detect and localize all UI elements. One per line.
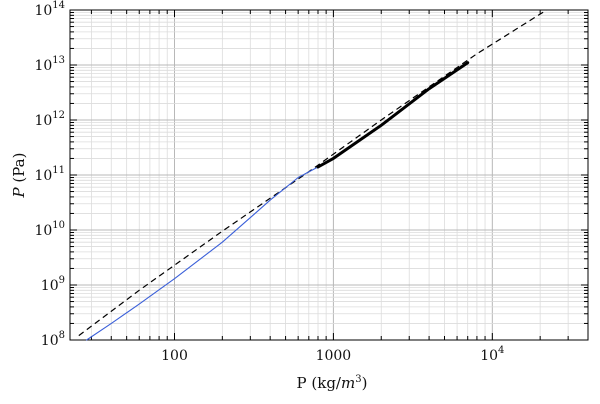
y-tick-label: 109 — [41, 275, 65, 294]
y-tick-label: 1013 — [34, 55, 65, 74]
series-dashed-line — [78, 9, 548, 337]
y-tick-labels: 108 109 1010 1011 1012 1013 1014 — [34, 0, 65, 349]
y-tick-label: 1012 — [34, 110, 65, 129]
x-tick-label: 1000 — [316, 348, 352, 364]
grid — [70, 9, 589, 341]
x-tick-label: 104 — [480, 345, 504, 364]
y-tick-label: 1014 — [34, 0, 65, 19]
y-tick-label: 1010 — [34, 220, 65, 239]
x-tick-label: 100 — [161, 348, 188, 364]
series-thick-line — [316, 61, 470, 169]
x-axis-label: P (kg/m3) — [297, 374, 368, 392]
y-tick-label: 1011 — [34, 165, 65, 184]
axis-ticks — [70, 9, 589, 341]
series-solid-line — [86, 166, 319, 341]
x-tick-labels: 100 1000 104 — [161, 345, 504, 364]
series — [78, 9, 548, 341]
y-tick-label: 108 — [41, 330, 65, 349]
y-axis-label: P (Pa) — [10, 153, 28, 199]
